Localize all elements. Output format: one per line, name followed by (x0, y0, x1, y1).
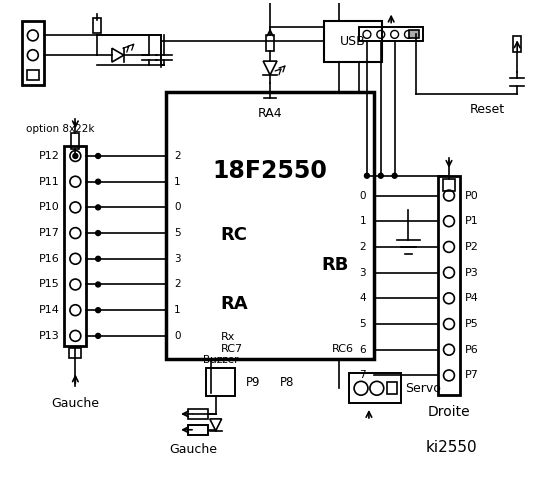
Text: 5: 5 (174, 228, 181, 238)
Text: P6: P6 (465, 345, 478, 355)
Circle shape (96, 334, 101, 338)
Text: P0: P0 (465, 191, 478, 201)
Bar (70, 348, 81, 358)
Circle shape (96, 256, 101, 261)
Text: ki2550: ki2550 (426, 440, 478, 455)
Circle shape (96, 230, 101, 236)
Text: RA4: RA4 (258, 107, 283, 120)
Bar (93, 18, 101, 34)
Text: 6: 6 (359, 345, 366, 355)
Text: P14: P14 (39, 305, 60, 315)
Text: P11: P11 (39, 177, 60, 187)
Bar (27, 70, 39, 80)
Text: option 8x22k: option 8x22k (27, 124, 95, 134)
Bar (443, 179, 455, 191)
Circle shape (392, 173, 397, 178)
Text: 1: 1 (174, 177, 181, 187)
Text: Gauche: Gauche (169, 443, 217, 456)
Text: P5: P5 (465, 319, 478, 329)
Text: 2: 2 (359, 242, 366, 252)
Text: 0: 0 (359, 191, 366, 201)
Bar (166, 92, 374, 359)
Text: P13: P13 (39, 331, 60, 341)
Text: RC6: RC6 (332, 344, 354, 354)
Text: 3: 3 (174, 254, 181, 264)
Text: P1: P1 (465, 216, 478, 226)
Text: Servo: Servo (405, 382, 441, 395)
Bar (206, 369, 236, 396)
Circle shape (96, 179, 101, 184)
Text: 4: 4 (359, 293, 366, 303)
Text: RC7: RC7 (221, 344, 243, 354)
Bar (387, 383, 397, 394)
Text: P7: P7 (465, 371, 479, 381)
Text: Gauche: Gauche (51, 396, 100, 409)
Bar (266, 36, 274, 51)
Text: USB: USB (340, 35, 366, 48)
Text: Buzzer: Buzzer (203, 355, 238, 364)
Bar (349, 373, 400, 403)
Circle shape (96, 282, 101, 287)
Text: P10: P10 (39, 203, 60, 212)
Circle shape (73, 154, 78, 158)
Text: 2: 2 (174, 279, 181, 289)
Text: 5: 5 (359, 319, 366, 329)
Bar (188, 425, 208, 435)
Bar (22, 21, 44, 85)
Text: P2: P2 (465, 242, 479, 252)
Bar (325, 21, 382, 62)
Text: 0: 0 (174, 203, 181, 212)
Bar (188, 425, 208, 435)
Bar (71, 133, 79, 149)
Text: 0: 0 (174, 331, 181, 341)
Bar (188, 409, 208, 419)
Text: 1: 1 (359, 216, 366, 226)
Text: 18F2550: 18F2550 (213, 159, 327, 183)
Text: P17: P17 (39, 228, 60, 238)
Text: P15: P15 (39, 279, 60, 289)
Text: P8: P8 (280, 376, 294, 389)
Text: P9: P9 (246, 376, 260, 389)
Bar (359, 27, 423, 41)
Text: RB: RB (322, 256, 349, 274)
Text: 2: 2 (174, 151, 181, 161)
Circle shape (364, 173, 369, 178)
Text: P3: P3 (465, 268, 478, 277)
Circle shape (378, 173, 383, 178)
Text: 7: 7 (359, 371, 366, 381)
Text: Droite: Droite (427, 405, 470, 419)
Bar (65, 146, 86, 346)
Text: P12: P12 (39, 151, 60, 161)
Bar (513, 36, 521, 52)
Text: RC: RC (221, 226, 248, 244)
Text: P16: P16 (39, 254, 60, 264)
Text: Rx: Rx (221, 332, 235, 342)
Text: 1: 1 (174, 305, 181, 315)
Bar (438, 176, 460, 395)
Text: P4: P4 (465, 293, 479, 303)
Text: Reset: Reset (470, 103, 505, 116)
Bar (409, 30, 419, 38)
Circle shape (96, 308, 101, 312)
Text: RA: RA (221, 295, 248, 313)
Text: 3: 3 (359, 268, 366, 277)
Circle shape (96, 154, 101, 158)
Circle shape (96, 205, 101, 210)
